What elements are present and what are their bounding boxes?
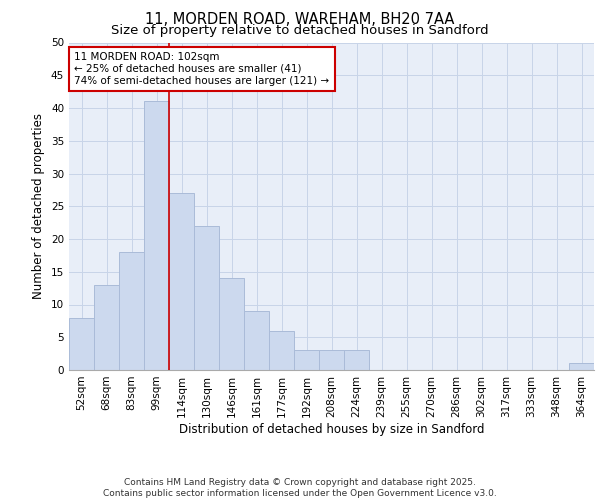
Bar [269, 330, 294, 370]
Bar [294, 350, 319, 370]
Text: Contains HM Land Registry data © Crown copyright and database right 2025.
Contai: Contains HM Land Registry data © Crown c… [103, 478, 497, 498]
Bar [69, 318, 94, 370]
Bar [319, 350, 344, 370]
Bar [244, 311, 269, 370]
Text: 11 MORDEN ROAD: 102sqm
← 25% of detached houses are smaller (41)
74% of semi-det: 11 MORDEN ROAD: 102sqm ← 25% of detached… [74, 52, 329, 86]
Bar [169, 193, 194, 370]
Bar [144, 102, 169, 370]
Bar [94, 285, 119, 370]
Bar [569, 364, 594, 370]
Y-axis label: Number of detached properties: Number of detached properties [32, 114, 46, 299]
Bar [119, 252, 144, 370]
Bar [194, 226, 219, 370]
Bar [219, 278, 244, 370]
Text: 11, MORDEN ROAD, WAREHAM, BH20 7AA: 11, MORDEN ROAD, WAREHAM, BH20 7AA [145, 12, 455, 28]
Bar [344, 350, 369, 370]
X-axis label: Distribution of detached houses by size in Sandford: Distribution of detached houses by size … [179, 422, 484, 436]
Text: Size of property relative to detached houses in Sandford: Size of property relative to detached ho… [111, 24, 489, 37]
